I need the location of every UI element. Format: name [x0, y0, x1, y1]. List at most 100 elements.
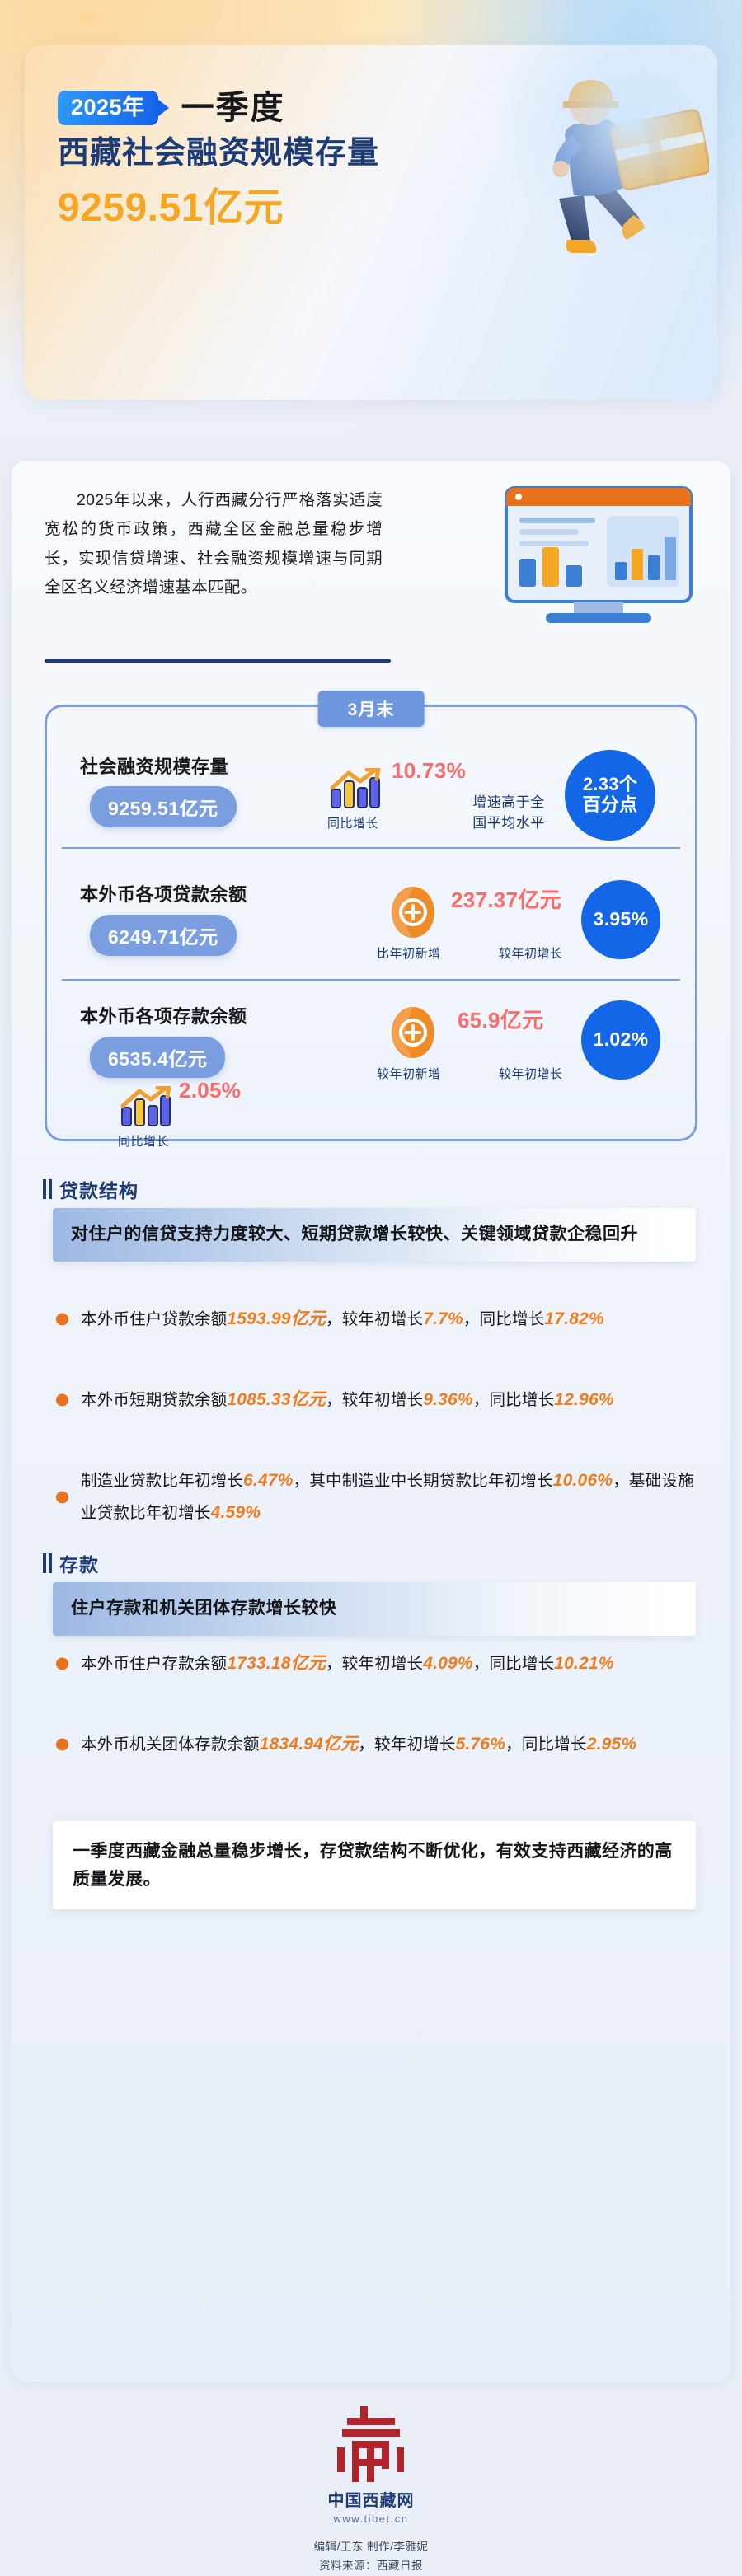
bullet-text: 本外币机关团体存款余额1834.94亿元，较年初增长5.76%，同比增长2.95…: [81, 1729, 704, 1761]
plus-caption: 比年初新增: [377, 947, 441, 961]
highlight-value: 10.06%: [552, 1471, 613, 1490]
hero-big-number: 9259.51亿元: [58, 186, 284, 230]
section-summary-banner: 住户存款和机关团体存款增长较快: [53, 1582, 696, 1636]
section-heading-deposits: 存款: [43, 1549, 99, 1577]
body-text: 本外币住户贷款余额: [81, 1310, 228, 1328]
body-text: ，较年初增长: [358, 1735, 456, 1754]
key-metrics-card: 3月末 社会融资规模存量 9259.51亿元 同比增长 10.73%: [45, 691, 697, 1149]
section-heading-label: 存款: [59, 1554, 99, 1576]
highlight-value: 17.82%: [544, 1309, 604, 1328]
infographic-page: 2025年 一季度 西藏社会融资规模存量 9259.51亿元: [0, 0, 742, 2513]
section-heading-label: 贷款结构: [59, 1180, 139, 1201]
highlight-value: 4.59%: [210, 1502, 261, 1522]
bullet-dot-icon: [56, 1491, 68, 1504]
circle-caption: 较年初增长: [499, 1067, 563, 1081]
growth-percent: 2.05%: [179, 1078, 242, 1103]
delivery-courier-icon: [552, 80, 709, 253]
new-increase-amount: 237.37亿元: [451, 888, 561, 912]
body-text: 本外币住户存款余额: [81, 1655, 228, 1673]
body-text: ，同比增长: [472, 1391, 555, 1409]
highlight-circle-line2: 百分点: [582, 794, 638, 815]
metric-row-loans: 本外币各项贷款余额 6249.71亿元 比年初新增 237.37亿元 较年初增长…: [47, 847, 695, 979]
highlight-value: 1733.18亿元: [227, 1654, 326, 1673]
metric-label: 本外币各项存款余额: [80, 1006, 247, 1027]
computer-dashboard-icon: [505, 486, 693, 623]
highlight-value: 10.21%: [554, 1654, 614, 1673]
list-item: 本外币住户存款余额1733.18亿元，较年初增长4.09%，同比增长10.21%: [56, 1648, 704, 1680]
site-url: www.tibet.cn: [333, 2513, 409, 2525]
credit-block: 编辑/王东 制作/李雅妮 资料来源：西藏日报: [0, 2538, 742, 2576]
bullet-dot-icon: [56, 1738, 68, 1751]
highlight-value: 1085.33亿元: [227, 1390, 326, 1409]
new-increase-amount: 65.9亿元: [458, 1008, 544, 1033]
highlight-value: 1593.99亿元: [227, 1309, 326, 1328]
highlight-value: 6.47%: [243, 1471, 294, 1490]
metric-label: 社会融资规模存量: [80, 756, 229, 777]
growth-circle: 3.95%: [581, 880, 660, 959]
site-name: 中国西藏网: [327, 2492, 415, 2510]
highlight-value: 5.76%: [455, 1735, 506, 1754]
hero-badge-row: 2025年 一季度: [58, 91, 285, 125]
row-divider-2: [62, 979, 680, 981]
highlight-value: 2.95%: [586, 1735, 637, 1754]
bar-chart-growth-icon: [330, 768, 381, 808]
bullet-text: 本外币短期贷款余额1085.33亿元，较年初增长9.36%，同比增长12.96%: [81, 1384, 704, 1417]
metric-note-line1: 增速高于全: [472, 794, 545, 810]
hero-title: 西藏社会融资规模存量: [58, 136, 380, 171]
section-mark-icon: [43, 1179, 52, 1199]
bar-chart-growth-icon: [120, 1086, 171, 1126]
metric-note: 增速高于全 国平均水平: [459, 793, 558, 833]
metric-pill-value: 6249.71亿元: [90, 915, 237, 956]
credit-editor: 编辑/王东 制作/李雅妮: [313, 2541, 429, 2553]
month-tab: 3月末: [317, 691, 425, 727]
growth-circle: 1.02%: [581, 1000, 660, 1080]
body-text: ，同比增长: [463, 1310, 545, 1328]
body-text: ，同比增长: [472, 1655, 555, 1673]
closing-statement: 一季度西藏金融总量稳步增长，存贷款结构不断优化，有效支持西藏经济的高质量发展。: [53, 1821, 696, 1910]
metric-label: 本外币各项贷款余额: [80, 884, 247, 905]
highlight-circle-line1: 2.33个: [582, 774, 638, 795]
hero-card: 2025年 一季度 西藏社会融资规模存量 9259.51亿元: [25, 45, 717, 400]
intro-divider: [45, 659, 391, 663]
chart-caption: 同比增长: [327, 817, 379, 831]
metric-row-deposits: 本外币各项存款余额 6535.4亿元 较年初新增 65.9亿元 较年初增长 1.…: [47, 979, 695, 1149]
intro-paragraph: 2025年以来，人行西藏分行严格落实适度宽松的货币政策，西藏全区金融总量稳步增长…: [45, 491, 383, 597]
body-text: ，同比增长: [505, 1735, 587, 1754]
highlight-value: 12.96%: [554, 1390, 614, 1409]
row-divider-1: [62, 847, 680, 849]
quarter-label: 一季度: [181, 90, 285, 126]
body-text: ，较年初增长: [326, 1391, 424, 1409]
plus-circle-icon: [392, 1007, 434, 1058]
section-heading-loan-structure: 贷款结构: [43, 1175, 139, 1203]
body-text: 制造业贷款比年初增长: [81, 1472, 244, 1490]
metric-note-line2: 国平均水平: [472, 814, 545, 831]
highlight-value: 9.36%: [423, 1390, 473, 1409]
section-summary-banner: 对住户的信贷支持力度较大、短期贷款增长较快、关键领域贷款企稳回升: [53, 1208, 696, 1262]
plus-circle-icon: [392, 887, 434, 938]
list-item: 制造业贷款比年初增长6.47%，其中制造业中长期贷款比年初增长10.06%，基础…: [56, 1465, 704, 1529]
highlight-value: 7.7%: [423, 1309, 463, 1328]
section-mark-icon: [43, 1553, 52, 1573]
plus-caption: 较年初新增: [377, 1067, 441, 1081]
bullet-dot-icon: [56, 1393, 68, 1407]
bullet-text: 本外币住户存款余额1733.18亿元，较年初增长4.09%，同比增长10.21%: [81, 1648, 704, 1680]
chart-caption: 同比增长: [118, 1135, 170, 1149]
tibet-net-logo-icon: [337, 2406, 404, 2482]
metric-pill-value: 9259.51亿元: [90, 786, 237, 827]
list-item: 本外币短期贷款余额1085.33亿元，较年初增长9.36%，同比增长12.96%: [56, 1384, 704, 1417]
circle-caption: 较年初增长: [499, 947, 563, 961]
body-text: ，基础设施业贷款比年初增长: [81, 1472, 694, 1522]
body-text: ，较年初增长: [326, 1655, 424, 1673]
list-item: 本外币住户贷款余额1593.99亿元，较年初增长7.7%，同比增长17.82%: [56, 1304, 704, 1336]
list-item: 本外币机关团体存款余额1834.94亿元，较年初增长5.76%，同比增长2.95…: [56, 1729, 704, 1761]
bullet-dot-icon: [56, 1657, 68, 1670]
highlight-circle: 2.33个 百分点: [565, 750, 655, 841]
body-text: 本外币短期贷款余额: [81, 1391, 228, 1409]
year-badge: 2025年: [58, 91, 158, 125]
bullet-text: 本外币住户贷款余额1593.99亿元，较年初增长7.7%，同比增长17.82%: [81, 1304, 704, 1336]
content-panel: 2025年以来，人行西藏分行严格落实适度宽松的货币政策，西藏全区金融总量稳步增长…: [12, 461, 730, 2382]
page-footer: 中国西藏网 www.tibet.cn 编辑/王东 制作/李雅妮 资料来源：西藏日…: [0, 2406, 742, 2576]
highlight-value: 1834.94亿元: [259, 1735, 359, 1754]
body-text: 本外币机关团体存款余额: [81, 1735, 260, 1754]
credit-source: 资料来源：西藏日报: [319, 2559, 423, 2572]
